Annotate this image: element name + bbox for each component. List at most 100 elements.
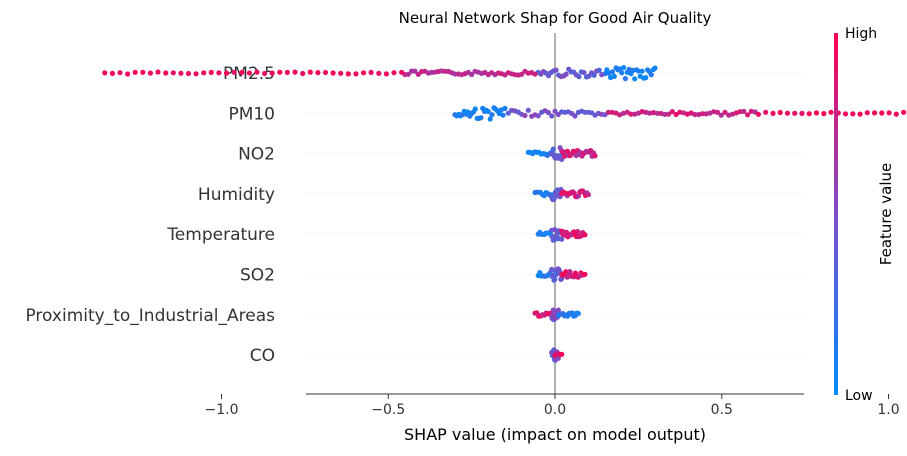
- shap-point: [535, 113, 541, 119]
- shap-point: [549, 113, 555, 119]
- colorbar-low-label: Low: [845, 388, 873, 404]
- shap-point: [102, 70, 108, 76]
- shap-point: [643, 75, 649, 81]
- x-tick-label: −0.5: [371, 402, 405, 418]
- shap-point: [117, 70, 123, 76]
- x-axis-label: SHAP value (impact on model output): [404, 425, 706, 444]
- shap-point: [763, 109, 769, 115]
- shap-point: [864, 110, 870, 116]
- colorbar-high-label: High: [845, 26, 877, 42]
- shap-point: [478, 115, 484, 121]
- shap-point: [284, 69, 290, 75]
- shap-point: [699, 111, 706, 117]
- feature-label: Proximity_to_Industrial_Areas: [25, 306, 275, 326]
- shap-point: [619, 70, 625, 76]
- shap-point: [239, 69, 245, 76]
- shap-point: [821, 111, 827, 117]
- shap-point: [532, 71, 538, 77]
- shap-point: [178, 70, 184, 76]
- shap-point: [562, 153, 568, 159]
- shap-point: [582, 271, 588, 277]
- shap-point: [399, 69, 405, 75]
- shap-point: [879, 110, 885, 116]
- shap-point: [502, 105, 508, 111]
- x-tick-label: 0.0: [544, 402, 566, 418]
- shap-point: [170, 70, 176, 76]
- shap-point: [338, 70, 344, 76]
- shap-point: [622, 76, 629, 82]
- colorbar: High Low Feature value: [834, 26, 895, 404]
- shap-point: [722, 109, 728, 115]
- shap-point: [368, 69, 374, 75]
- shap-point: [330, 70, 336, 76]
- shap-point: [857, 111, 863, 117]
- shap-point: [487, 116, 493, 122]
- shap-point: [592, 153, 598, 159]
- shap-point: [575, 229, 581, 235]
- shap-point: [792, 110, 798, 116]
- shap-point: [109, 70, 115, 76]
- shap-point: [718, 112, 724, 118]
- shap-point: [806, 111, 812, 117]
- shap-point: [315, 70, 321, 76]
- shap-point: [755, 111, 762, 117]
- shap-point: [777, 109, 783, 116]
- shap-point: [886, 110, 892, 116]
- shap-point: [770, 110, 776, 116]
- x-tick-label: 1.0: [877, 402, 899, 418]
- shap-point: [563, 71, 569, 77]
- shap-point: [125, 71, 131, 77]
- shap-point: [669, 109, 675, 115]
- feature-label: PM10: [228, 104, 275, 124]
- shap-point: [353, 71, 359, 77]
- shap-point: [559, 351, 565, 357]
- shap-point: [563, 269, 569, 275]
- shap-point: [582, 232, 588, 238]
- shap-point: [201, 70, 207, 76]
- shap-point: [155, 69, 161, 75]
- shap-point: [850, 111, 856, 117]
- feature-label: Humidity: [198, 185, 275, 205]
- shap-point: [216, 70, 222, 76]
- shap-point: [628, 111, 634, 117]
- shap-point: [552, 276, 558, 282]
- colorbar-gradient: [834, 33, 838, 395]
- shap-point: [585, 192, 592, 198]
- shap-point: [472, 106, 478, 112]
- feature-label: SO2: [240, 266, 275, 286]
- shap-point: [552, 108, 558, 114]
- shap-point: [383, 71, 389, 77]
- shap-point: [599, 72, 605, 78]
- shap-point: [307, 69, 313, 75]
- shap-point: [555, 307, 561, 313]
- shap-point: [292, 69, 298, 75]
- shap-point: [784, 110, 791, 116]
- shap-point: [893, 111, 899, 117]
- shap-point: [714, 109, 721, 115]
- shap-point: [254, 69, 260, 75]
- x-tick-label: 0.5: [711, 402, 733, 418]
- shap-point: [572, 113, 578, 119]
- feature-label: Temperature: [166, 225, 275, 245]
- shap-point: [639, 68, 645, 74]
- shap-point: [405, 71, 411, 77]
- shap-point: [193, 71, 199, 77]
- shap-point: [581, 69, 587, 76]
- shap-point: [553, 67, 559, 73]
- shap-point: [550, 146, 556, 152]
- shap-point: [828, 109, 834, 115]
- shap-point: [485, 108, 491, 115]
- shap-point: [654, 110, 660, 116]
- shap-point: [575, 193, 582, 199]
- shap-point: [591, 72, 597, 78]
- shap-point: [277, 69, 283, 75]
- shap-point: [300, 70, 306, 77]
- colorbar-title: Feature value: [877, 163, 895, 265]
- shap-point: [576, 74, 582, 80]
- shap-point: [692, 111, 698, 118]
- shap-point: [621, 65, 627, 71]
- shap-point: [632, 76, 638, 82]
- x-tick-label: −1.0: [205, 402, 239, 418]
- shap-point: [567, 269, 573, 275]
